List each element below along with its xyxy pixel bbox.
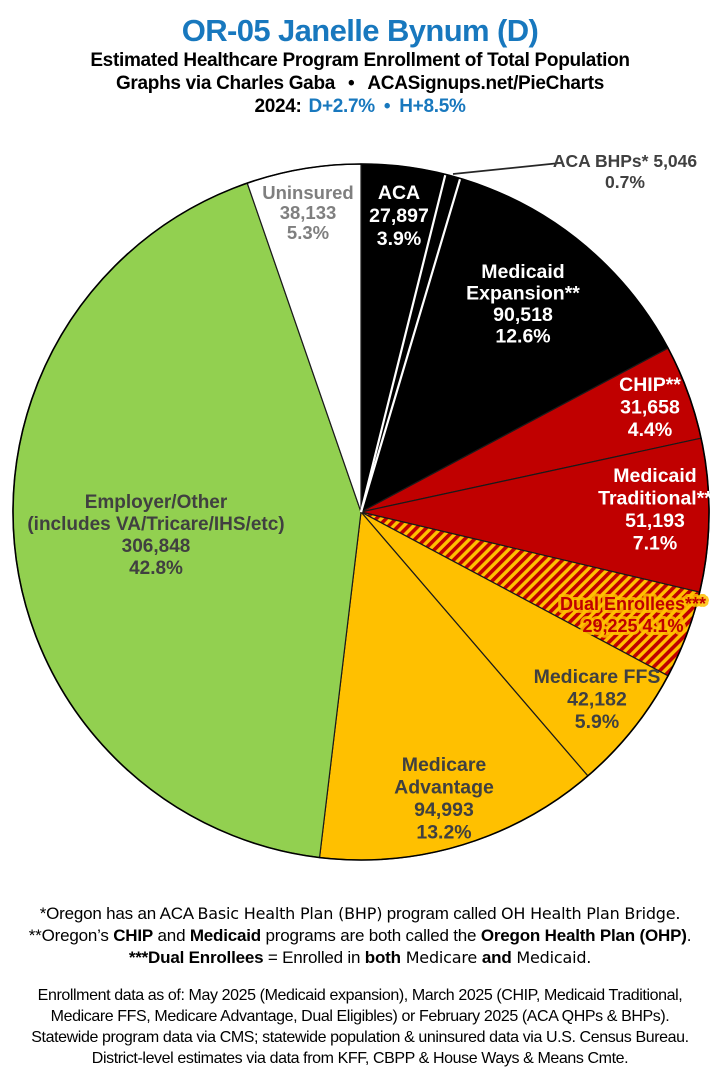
bullet-separator-icon: • bbox=[383, 96, 391, 117]
partisan-lean-line: 2024: D+2.7% • H+8.5% bbox=[0, 95, 720, 118]
chart-header: OR-05 Janelle Bynum (D) Estimated Health… bbox=[0, 0, 720, 118]
white-separator-line bbox=[359, 174, 447, 513]
source-line: Statewide program data via CMS; statewid… bbox=[31, 1029, 689, 1046]
data-sources-block: Enrollment data as of: May 2025 (Medicai… bbox=[0, 985, 720, 1069]
page-title: OR-05 Janelle Bynum (D) bbox=[181, 13, 539, 48]
source-line: District-level estimates via data from K… bbox=[91, 1050, 629, 1067]
leader-line-aca-bhps bbox=[452, 162, 561, 175]
footnote-line: *Oregon has an ACA Basic Health Plan (BH… bbox=[0, 903, 720, 925]
pie-label-medicare-ffs: Medicare FFS 42,182 5.9% bbox=[534, 666, 661, 733]
pie-label-dual-enrollees: Dual Enrollees*** 29,225 4.1% bbox=[560, 594, 706, 636]
footnote-segment: OH Health Plan Bridge. bbox=[500, 904, 681, 923]
footnote-segment: CHIP bbox=[113, 926, 154, 945]
white-separator-line bbox=[359, 178, 462, 513]
footnote-segment: **Oregon’s bbox=[28, 926, 114, 945]
pie-label-employer-other: Employer/Other (includes VA/Tricare/IHS/e… bbox=[27, 492, 284, 579]
pie-label-uninsured: Uninsured 38,133 5.3% bbox=[262, 182, 353, 243]
pie-label-aca-bhps: ACA BHPs* 5,046 0.7% bbox=[553, 151, 698, 192]
pie-label-aca: ACA 27,897 3.9% bbox=[369, 182, 429, 250]
footnote-segment: Oregon Health Plan (OHP) bbox=[480, 926, 687, 945]
bullet-separator-icon: • bbox=[348, 73, 355, 94]
footnote-segment: and bbox=[481, 948, 512, 967]
footnote-segment: Medicare bbox=[400, 948, 482, 967]
footnote-segment: both bbox=[364, 948, 401, 967]
chart-subtitle: Estimated Healthcare Program Enrollment … bbox=[90, 50, 630, 71]
source-line: Enrollment data as of: May 2025 (Medicai… bbox=[37, 987, 683, 1004]
footnote-line: ***Dual Enrollees = Enrolled in both Med… bbox=[0, 947, 720, 969]
pie-label-chip: CHIP** 31,658 4.4% bbox=[619, 374, 681, 441]
footnote-line: **Oregon’s CHIP and Medicaid programs ar… bbox=[0, 925, 720, 947]
footnote-segment: Medicaid bbox=[189, 926, 261, 945]
credit-site: ACASignups.net/PieCharts bbox=[367, 73, 605, 94]
footnote-segment: and bbox=[153, 926, 190, 945]
footnote-segment: program called bbox=[382, 904, 501, 923]
partisan-house-lean: H+8.5% bbox=[399, 96, 466, 117]
partisan-dem-lean: D+2.7% bbox=[308, 96, 376, 117]
footnote-segment: Medicaid. bbox=[511, 948, 592, 967]
footnote-segment: ***Dual Enrollees bbox=[128, 948, 264, 967]
credit-author: Graphs via Charles Gaba bbox=[115, 73, 336, 94]
pie-label-medicaid-expansion: Medicaid Expansion** 90,518 12.6% bbox=[466, 261, 580, 348]
pie-label-medicaid-traditional: Medicaid Traditional** 51,193 7.1% bbox=[598, 465, 712, 555]
pie-label-medicare-advantage: Medicare Advantage 94,993 13.2% bbox=[394, 754, 494, 844]
footnote-segment: Basic Health Plan (BHP) bbox=[197, 904, 383, 923]
pie-chart-area: ACA 27,897 3.9% ACA BHPs* 5,046 0.7% Medicaid… bbox=[0, 140, 720, 880]
pie-outline bbox=[12, 163, 710, 861]
footnote-segment: *Oregon has an ACA bbox=[39, 904, 198, 923]
footnote-segment: . bbox=[686, 926, 692, 945]
footnote-segment: programs are both called the bbox=[260, 926, 481, 945]
partisan-year: 2024: bbox=[254, 96, 302, 117]
footnotes-block: *Oregon has an ACA Basic Health Plan (BH… bbox=[0, 903, 720, 969]
credit-line: Graphs via Charles Gaba • ACASignups.net/P… bbox=[0, 72, 720, 95]
footnote-segment: = Enrolled in bbox=[263, 948, 365, 967]
pie-chart: ACA 27,897 3.9% ACA BHPs* 5,046 0.7% Medicaid… bbox=[12, 151, 712, 861]
source-line: Medicare FFS, Medicare Advantage, Dual E… bbox=[50, 1008, 670, 1025]
